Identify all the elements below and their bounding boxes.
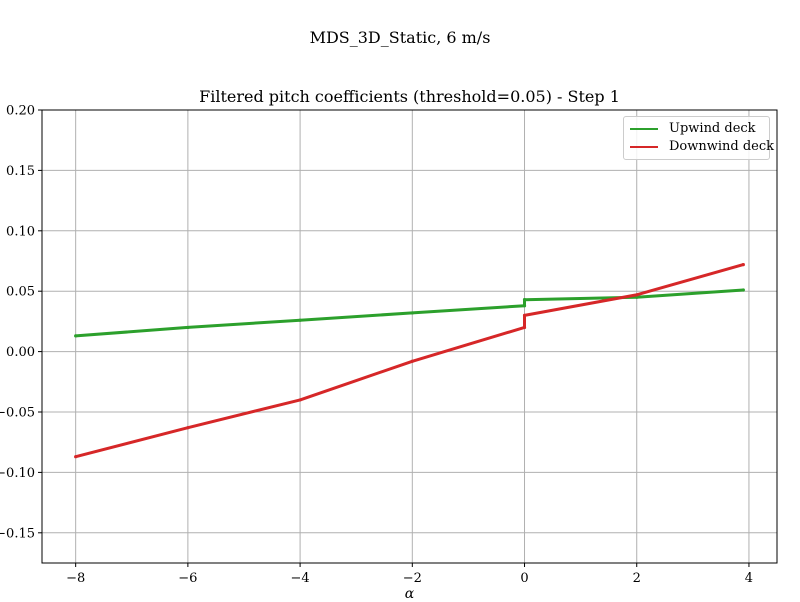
- legend-item-upwind: Upwind deck: [624, 120, 769, 138]
- data-point-upwind-deck: [298, 318, 302, 322]
- data-point-upwind-deck: [74, 334, 78, 338]
- data-point-upwind-deck: [186, 325, 190, 330]
- legend-item-downwind: Downwind deck: [624, 138, 774, 156]
- tick-layer: −8 −6 −4 −2 0 2 4 −0.15 −0.10 −0.05 0.00 0.05 0.10 0.…: [0, 104, 753, 587]
- data-point-upwind-deck: [741, 288, 745, 292]
- data-point-downwind-deck: [635, 293, 639, 297]
- data-point-downwind-deck: [186, 426, 190, 430]
- figure-suptitle: MDS_3D_Static, 6 m/s: [309, 28, 491, 47]
- x-tick-label: 4: [745, 571, 753, 586]
- data-point-downwind-deck: [522, 313, 527, 317]
- y-tick-label: 0.05: [6, 285, 35, 300]
- data-point-downwind-deck: [298, 398, 302, 402]
- data-point-downwind-deck: [410, 359, 414, 363]
- x-tick-label: 0: [520, 571, 528, 586]
- data-point-downwind-deck: [522, 325, 527, 330]
- legend-swatch-downwind: [630, 146, 658, 148]
- data-point-upwind-deck: [522, 298, 527, 302]
- x-tick-label: −6: [178, 571, 197, 586]
- y-tick-label: 0.20: [6, 104, 35, 119]
- data-point-downwind-deck: [74, 455, 78, 459]
- y-tick-label: 0.15: [6, 164, 35, 179]
- data-point-upwind-deck: [410, 311, 414, 315]
- chart-title: Filtered pitch coefficients (threshold=0…: [199, 87, 620, 106]
- x-tick-label: 2: [633, 571, 641, 586]
- grid-lines: [42, 109, 777, 563]
- data-point-upwind-deck: [522, 304, 527, 308]
- y-tick-label: −0.05: [0, 406, 35, 421]
- plot-frame: [41, 109, 778, 564]
- legend-label-downwind: Downwind deck: [669, 139, 775, 154]
- x-axis-label: α: [404, 586, 415, 602]
- x-tick-label: −8: [66, 571, 85, 586]
- series-layer: [74, 263, 745, 459]
- legend-swatch-upwind: [630, 128, 658, 130]
- series-line-upwind-deck: [75, 288, 744, 338]
- series-line-downwind-deck: [75, 263, 744, 459]
- legend: Upwind deck Downwind deck: [623, 116, 774, 160]
- legend-label-upwind: Upwind deck: [669, 121, 756, 136]
- y-tick-label: −0.10: [0, 466, 35, 481]
- x-tick-label: −4: [291, 571, 310, 586]
- y-tick-label: −0.15: [0, 526, 35, 541]
- y-tick-label: 0.10: [6, 224, 35, 239]
- y-tick-label: 0.00: [6, 345, 35, 360]
- x-tick-label: −2: [403, 571, 422, 586]
- data-point-downwind-deck: [741, 263, 745, 267]
